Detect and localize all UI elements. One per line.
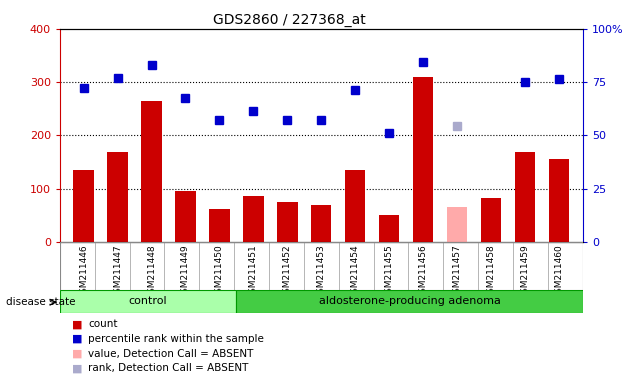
Bar — [175, 191, 196, 242]
Text: ■: ■ — [72, 334, 83, 344]
Text: aldosterone-producing adenoma: aldosterone-producing adenoma — [319, 296, 500, 306]
Text: GSM211450: GSM211450 — [215, 244, 224, 299]
Text: control: control — [129, 296, 168, 306]
Bar — [345, 170, 365, 242]
Text: percentile rank within the sample: percentile rank within the sample — [88, 334, 264, 344]
Bar — [236, 290, 583, 313]
Bar — [515, 152, 535, 242]
Text: GDS2860 / 227368_at: GDS2860 / 227368_at — [214, 13, 366, 27]
Bar — [311, 205, 331, 242]
Text: GSM211452: GSM211452 — [283, 244, 292, 299]
Text: ■: ■ — [72, 363, 83, 373]
Text: GSM211459: GSM211459 — [520, 244, 530, 299]
Bar — [277, 202, 297, 242]
Text: rank, Detection Call = ABSENT: rank, Detection Call = ABSENT — [88, 363, 249, 373]
Bar — [481, 198, 501, 242]
Text: GSM211455: GSM211455 — [385, 244, 394, 299]
Text: value, Detection Call = ABSENT: value, Detection Call = ABSENT — [88, 349, 253, 359]
Text: ■: ■ — [72, 319, 83, 329]
Text: GSM211448: GSM211448 — [147, 244, 156, 299]
Bar — [549, 159, 569, 242]
Text: count: count — [88, 319, 118, 329]
Text: GSM211451: GSM211451 — [249, 244, 258, 299]
Bar — [107, 152, 128, 242]
Text: GSM211449: GSM211449 — [181, 244, 190, 299]
Text: GSM211447: GSM211447 — [113, 244, 122, 299]
Bar — [413, 77, 433, 242]
Bar — [243, 195, 263, 242]
Text: GSM211454: GSM211454 — [351, 244, 360, 299]
Bar — [209, 209, 229, 242]
Bar — [447, 207, 467, 242]
Bar — [141, 101, 162, 242]
Text: disease state: disease state — [6, 297, 76, 307]
Bar — [379, 215, 399, 242]
Bar — [74, 170, 94, 242]
Text: GSM211457: GSM211457 — [452, 244, 462, 299]
Text: GSM211446: GSM211446 — [79, 244, 88, 299]
Text: GSM211453: GSM211453 — [317, 244, 326, 299]
Bar — [60, 290, 236, 313]
Text: GSM211458: GSM211458 — [486, 244, 496, 299]
Text: GSM211460: GSM211460 — [554, 244, 563, 299]
Text: ■: ■ — [72, 349, 83, 359]
Text: GSM211456: GSM211456 — [419, 244, 428, 299]
